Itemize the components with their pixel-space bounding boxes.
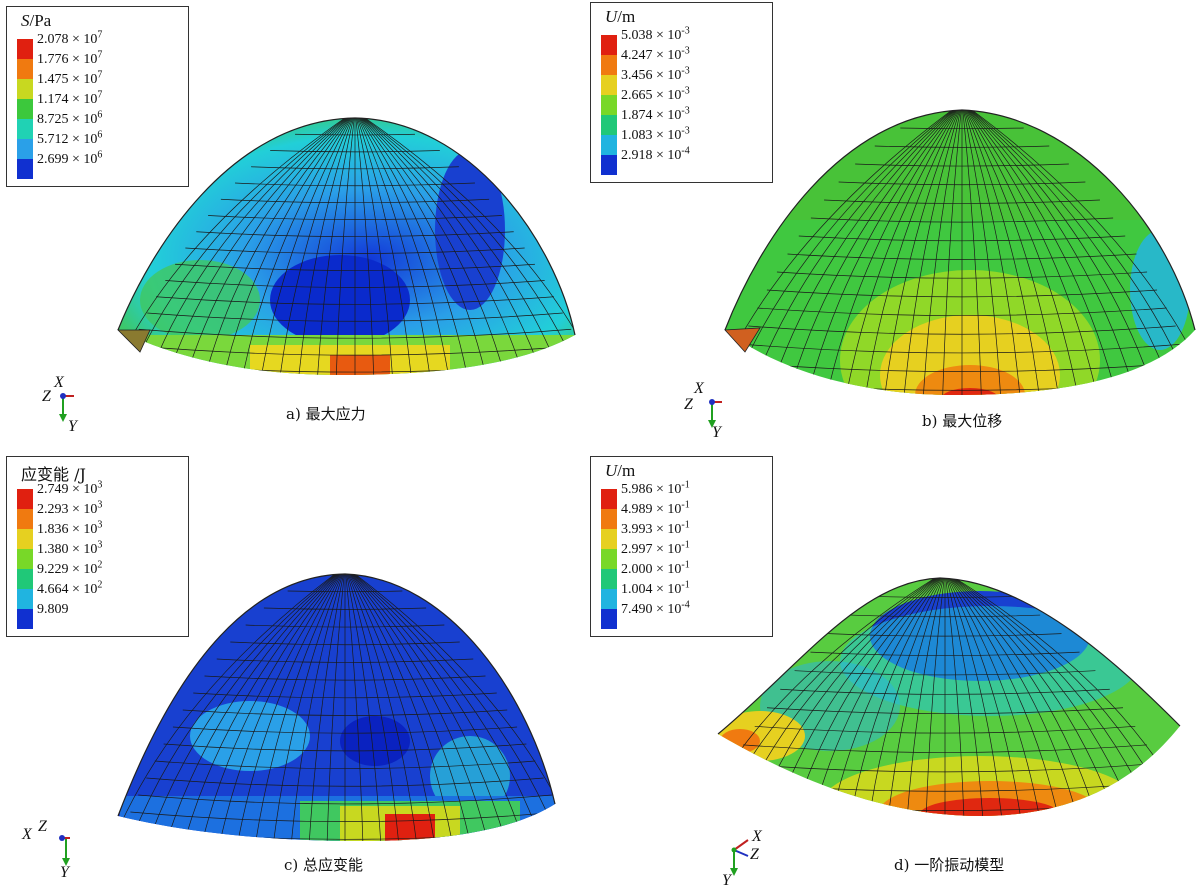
legend-label: 2.000 × 10-1 [621,559,690,577]
color-legend: S/Pa 2.078 × 107 1.776 × 107 1.475 × 107 1.… [6,6,189,187]
legend-swatch [17,509,33,529]
legend-label: 3.456 × 10-3 [621,65,690,83]
legend-title: 应变能 /J [21,465,86,484]
panel-max-displacement: U/m 5.038 × 10-3 4.247 × 10-3 3.456 × 10-3… [590,0,1200,445]
legend-label: 5.038 × 10-3 [621,25,690,43]
legend-swatch [17,159,33,179]
dome-mesh-strain-energy [117,573,556,841]
caption: d) 一阶振动模型 [894,856,1005,874]
legend-title: U/m [605,7,636,26]
dome-mesh-displacement [724,109,1196,395]
legend-swatch [17,99,33,119]
legend-label: 1.776 × 107 [37,49,103,67]
legend-swatch [601,155,617,175]
axis-triad: X Z Y [682,380,732,441]
legend-swatch [601,489,617,509]
legend-label: 2.918 × 10-4 [621,145,690,163]
panel-first-vibration-mode: U/m 5.986 × 10-1 4.989 × 10-1 3.993 × 10-1… [590,446,1200,891]
legend-swatch [17,609,33,629]
dome-mesh-vibration [717,577,1181,816]
legend-label: 1.174 × 107 [37,89,103,107]
caption: b) 最大位移 [922,412,1003,430]
legend-swatch [17,119,33,139]
legend-label: 1.874 × 10-3 [621,105,690,123]
caption: a) 最大应力 [286,405,366,423]
legend-swatch [601,609,617,629]
color-legend: 应变能 /J 2.749 × 103 2.293 × 103 1.836 × 103… [6,456,189,637]
legend-swatch [601,529,617,549]
legend-swatch [17,549,33,569]
legend-label: 1.475 × 107 [37,69,103,87]
legend-swatch [601,509,617,529]
axis-z-label: Z [684,396,693,413]
axis-triad: X Z Y [718,828,774,890]
legend-label: 2.749 × 103 [37,479,103,497]
panel-total-strain-energy: 应变能 /J 2.749 × 103 2.293 × 103 1.836 × 103… [0,446,600,891]
legend-label: 5.712 × 106 [37,129,103,147]
axis-y-label: Y [60,864,69,881]
axis-x-label: X [54,374,64,391]
legend-label: 9.229 × 102 [37,559,103,577]
axis-triad: X Z Y [38,374,88,435]
legend-swatch [17,489,33,509]
axis-y-label: Y [722,872,731,889]
legend-swatch [601,589,617,609]
color-legend: U/m 5.986 × 10-1 4.989 × 10-1 3.993 × 10-1… [590,456,773,637]
dome-mesh-stress [117,117,576,375]
legend-swatch [17,139,33,159]
legend-swatch [17,39,33,59]
legend-label: 2.665 × 10-3 [621,85,690,103]
axis-y-label: Y [712,424,721,441]
legend-label: 2.997 × 10-1 [621,539,690,557]
legend-label: 4.664 × 102 [37,579,103,597]
axis-x-label: X [22,826,32,843]
legend-swatch [601,55,617,75]
axis-z-label: Z [750,846,759,863]
axis-y-label: Y [68,418,77,435]
legend-swatch [17,79,33,99]
legend-title: U/m [605,461,636,480]
legend-label: 1.836 × 103 [37,519,103,537]
legend-label: 7.490 × 10-4 [621,599,690,617]
axis-x-label: X [694,380,704,397]
legend-label: 5.986 × 10-1 [621,479,690,497]
legend-label: 1.083 × 10-3 [621,125,690,143]
legend-swatch [601,95,617,115]
axis-z-label: Z [38,818,47,835]
legend-label: 1.380 × 103 [37,539,103,557]
legend-swatch [601,75,617,95]
legend-swatch [17,529,33,549]
legend-label: 3.993 × 10-1 [621,519,690,537]
legend-label: 4.989 × 10-1 [621,499,690,517]
axis-x-label: X [752,828,762,845]
legend-label: 2.078 × 107 [37,29,103,47]
color-legend: U/m 5.038 × 10-3 4.247 × 10-3 3.456 × 10-3… [590,2,773,183]
legend-swatch [17,589,33,609]
legend-label: 2.293 × 103 [37,499,103,517]
legend-swatch [601,35,617,55]
caption: c) 总应变能 [284,856,364,874]
axis-triad: X Z Y [22,818,82,884]
legend-swatch [17,59,33,79]
legend-swatch [601,549,617,569]
legend-label: 8.725 × 106 [37,109,103,127]
legend-swatch [601,135,617,155]
legend-swatch [601,115,617,135]
legend-label: 1.004 × 10-1 [621,579,690,597]
panel-max-stress: S/Pa 2.078 × 107 1.776 × 107 1.475 × 107 1.… [0,0,600,445]
axis-z-label: Z [42,388,51,405]
legend-title: S/Pa [21,11,52,30]
legend-swatch [17,569,33,589]
legend-swatch [601,569,617,589]
legend-label: 4.247 × 10-3 [621,45,690,63]
legend-label: 2.699 × 106 [37,149,103,167]
legend-label: 9.809 [37,602,69,617]
